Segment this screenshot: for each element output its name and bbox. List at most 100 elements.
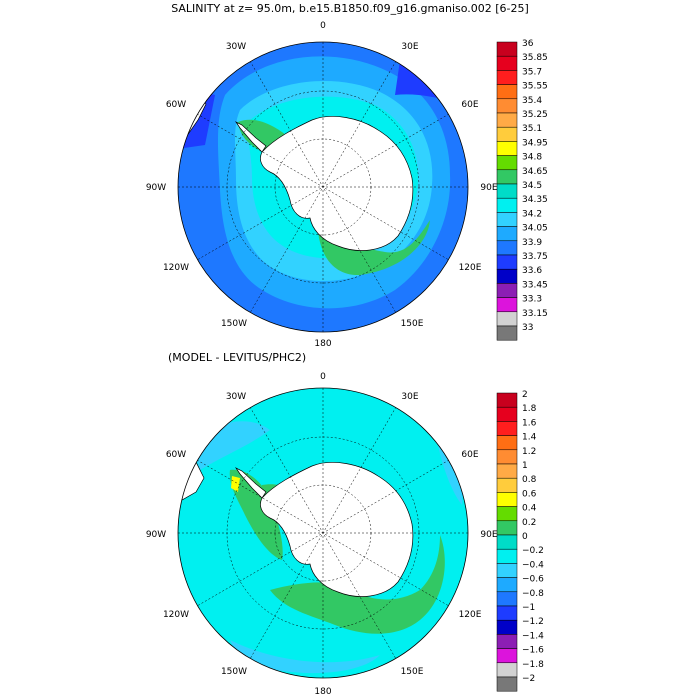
- top-colorbar-box: [496, 240, 518, 256]
- bottom-colorbar-label: 2: [522, 390, 528, 400]
- top-colorbar-box: [496, 311, 518, 327]
- bottom-colorbar-box: [496, 406, 518, 422]
- bottom-colorbar-label: −1.2: [522, 617, 544, 627]
- top-colorbar-box: [496, 254, 518, 270]
- bottom-chart-title: (MODEL - LEVITUS/PHC2): [168, 351, 306, 364]
- bottom-colorbar-box: [496, 591, 518, 607]
- top-colorbar-label: 34.05: [522, 224, 548, 234]
- bottom-colorbar-box: [496, 392, 518, 408]
- bottom-colorbar-label: 0.6: [522, 489, 537, 499]
- bottom-lon-60e: 60E: [461, 450, 478, 460]
- bottom-colorbar-box: [496, 421, 518, 436]
- bottom-colorbar-box: [496, 577, 518, 593]
- top-colorbar-label: 33.6: [522, 266, 542, 276]
- bottom-colorbar-label: −1.4: [522, 631, 544, 641]
- top-colorbar-box: [496, 41, 518, 57]
- bottom-lon-30w: 30W: [226, 392, 246, 402]
- top-lon-180: 180: [314, 339, 331, 349]
- top-lon-60e: 60E: [461, 100, 478, 110]
- top-colorbar-label: 34.5: [522, 181, 542, 191]
- top-map-border: [177, 41, 469, 333]
- top-chart-title: SALINITY at z= 95.0m, b.e15.B1850.f09_g1…: [171, 2, 529, 15]
- top-colorbar-box: [496, 169, 518, 185]
- top-colorbar-label: 35.7: [522, 67, 542, 77]
- top-lon-30w: 30W: [226, 42, 246, 52]
- bottom-polar-map: [178, 388, 468, 678]
- top-peninsula: [234, 121, 267, 153]
- bottom-map-border: [177, 387, 469, 679]
- bottom-colorbar-box: [496, 520, 518, 536]
- bottom-graticule: [178, 388, 468, 678]
- bottom-lon-150e: 150E: [401, 667, 424, 677]
- top-polar-map: [178, 42, 468, 332]
- top-lon-30e: 30E: [401, 42, 418, 52]
- bottom-colorbar-label: −0.2: [522, 546, 544, 556]
- bottom-lon-120e: 120E: [459, 610, 482, 620]
- top-ross-high: [318, 220, 430, 276]
- bottom-pos-ross: [270, 535, 445, 634]
- top-colorbar-label: 35.55: [522, 82, 548, 92]
- bottom-colorbar-box: [496, 548, 518, 564]
- top-colorbar-label: 35.25: [522, 110, 548, 120]
- bottom-lon-90w: 90W: [146, 530, 166, 540]
- top-colorbar-label: 34.95: [522, 138, 548, 148]
- top-colorbar-box: [496, 70, 518, 85]
- bottom-pos-peninsula: [229, 469, 283, 560]
- top-colorbar-label: 33.3: [522, 295, 542, 305]
- bottom-lon-90e: 90E: [480, 530, 497, 540]
- top-colorbar-label: 35.1: [522, 124, 542, 134]
- top-colorbar-label: 33.9: [522, 238, 542, 248]
- bottom-colorbar-box: [496, 634, 518, 649]
- bottom-colorbar-box: [496, 492, 518, 507]
- top-lon-120e: 120E: [459, 263, 482, 273]
- bottom-colorbar-label: −1.8: [522, 660, 544, 670]
- top-colorbar-box: [496, 112, 518, 128]
- bottom-colorbar-box: [496, 435, 518, 451]
- bottom-colorbar-label: 1: [522, 461, 528, 471]
- bottom-colorbar-box: [496, 477, 518, 493]
- top-colorbar-box: [496, 197, 518, 213]
- bottom-lon-180: 180: [314, 687, 331, 697]
- bottom-colorbar-label: −0.8: [522, 589, 544, 599]
- bottom-neg-patch-s: [230, 640, 380, 674]
- bottom-lon-0: 0: [320, 372, 326, 382]
- top-colorbar-box: [496, 297, 518, 313]
- bottom-colorbar-label: 0.8: [522, 475, 537, 485]
- top-colorbar: 36 35.85 35.7 35.55 35.4 35.25 35.1 34.95 34.8 34…: [496, 39, 548, 341]
- top-colorbar-box: [496, 268, 518, 284]
- top-colorbar-label: 33.75: [522, 252, 548, 262]
- top-colorbar-label: 34.2: [522, 209, 542, 219]
- top-colorbar-box: [496, 325, 518, 341]
- top-colorbar-box: [496, 98, 518, 114]
- top-colorbar-label: 35.4: [522, 96, 542, 106]
- bottom-lon-150w: 150W: [221, 667, 247, 677]
- top-lon-90w: 90W: [146, 183, 166, 193]
- top-colorbar-label: 33.45: [522, 280, 548, 290]
- bottom-colorbar-label: −0.6: [522, 575, 544, 585]
- bottom-colorbar-label: −1.6: [522, 646, 544, 656]
- bottom-lon-30e: 30E: [401, 392, 418, 402]
- top-lon-120w: 120W: [163, 263, 189, 273]
- top-lon-60w: 60W: [166, 100, 186, 110]
- top-colorbar-label: 33.15: [522, 309, 548, 319]
- bottom-peninsula: [234, 467, 267, 499]
- top-colorbar-box: [496, 84, 518, 100]
- top-colorbar-label: 34.8: [522, 153, 542, 163]
- top-colorbar-box: [496, 183, 518, 199]
- bottom-colorbar-box: [496, 506, 518, 522]
- top-colorbar-box: [496, 212, 518, 227]
- bottom-colorbar-box: [496, 563, 518, 578]
- top-colorbar-label: 34.65: [522, 167, 548, 177]
- bottom-colorbar-box: [496, 619, 518, 635]
- bottom-pos-peak: [231, 476, 240, 492]
- top-colorbar-box: [496, 226, 518, 242]
- top-lon-150w: 150W: [221, 319, 247, 329]
- top-colorbar-label: 34.35: [522, 195, 548, 205]
- bottom-colorbar: 2 1.8 1.6 1.4 1.2 1 0.8 0.6 0.4 0.2 0 −0.2 −0.4 −0.6 −…: [496, 390, 544, 692]
- bottom-colorbar-label: −1: [522, 603, 535, 613]
- top-colorbar-label: 36: [522, 39, 534, 49]
- top-colorbar-box: [496, 141, 518, 156]
- bottom-colorbar-label: 0.4: [522, 504, 537, 514]
- bottom-colorbar-box: [496, 449, 518, 465]
